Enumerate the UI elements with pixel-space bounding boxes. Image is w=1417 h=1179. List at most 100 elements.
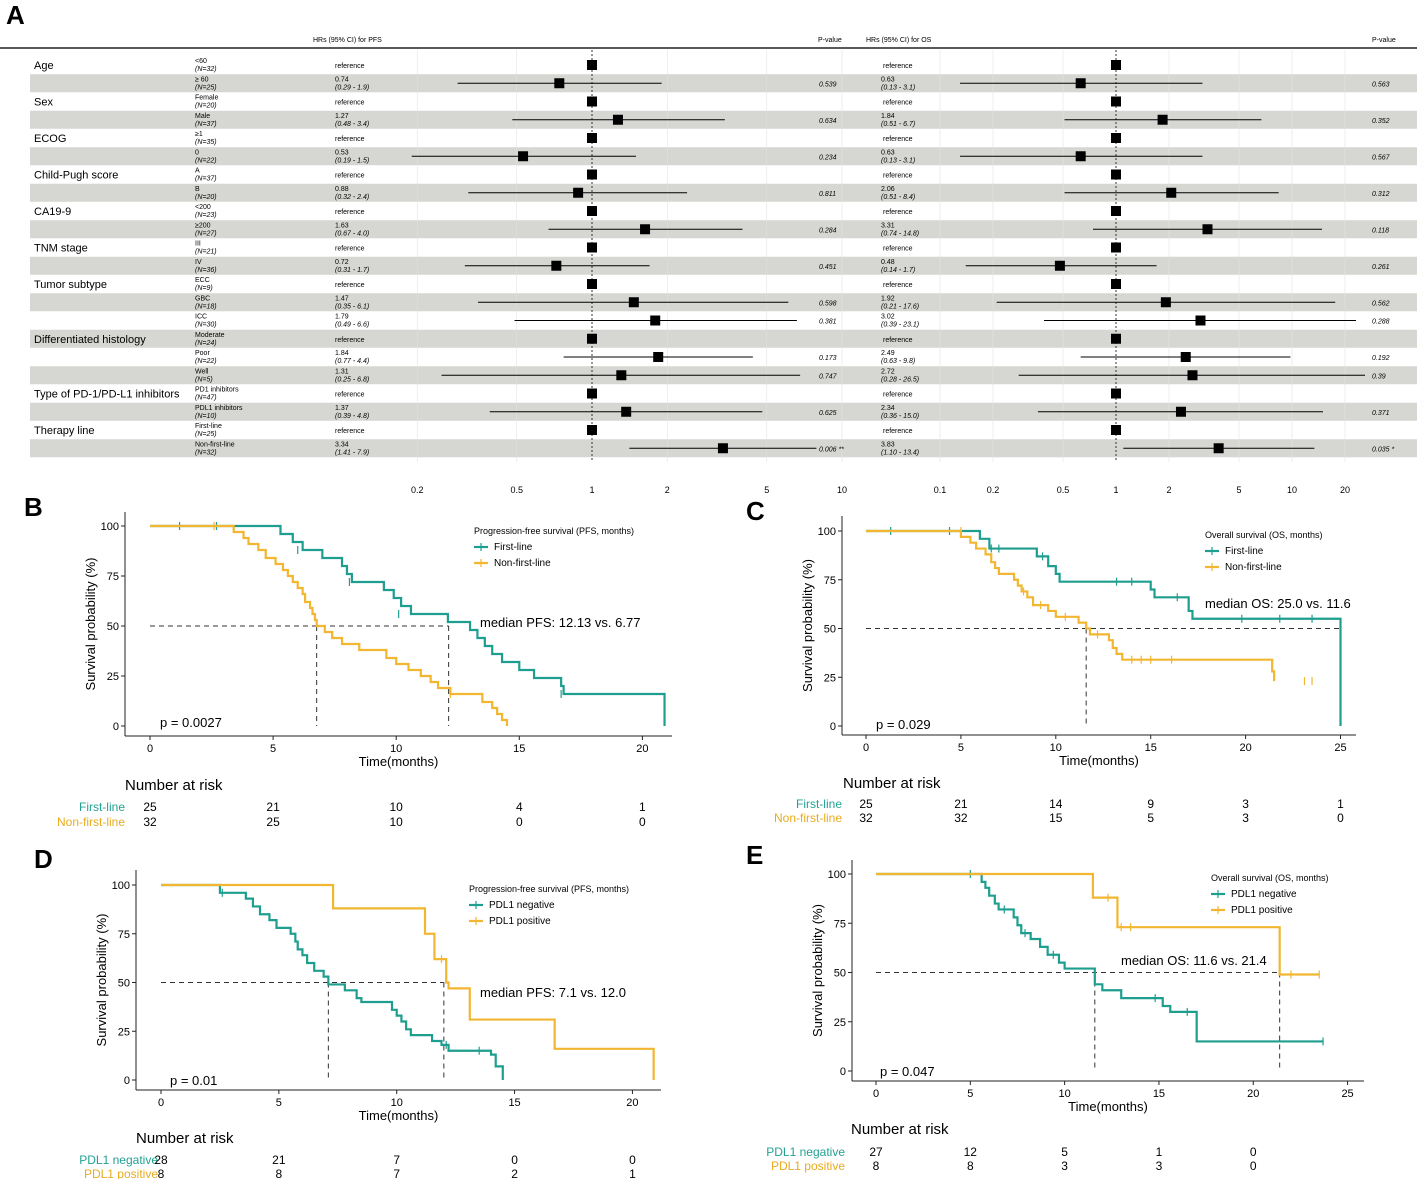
level-label: ≥200: [195, 222, 211, 229]
legend-entry: PDL1 negative: [1231, 889, 1297, 900]
level-label: IV: [195, 259, 202, 266]
pfs-hr-marker: [551, 260, 562, 271]
pfs-pvalue: 0.006 **: [819, 446, 844, 453]
pfs-pvalue: 0.284: [819, 227, 837, 234]
os-hr-text: reference: [883, 337, 913, 344]
os-hr-text: reference: [883, 392, 913, 399]
os-pvalue: 0.562: [1372, 300, 1390, 307]
risk-count: 8: [158, 1167, 165, 1179]
os-hr-text: reference: [883, 63, 913, 70]
pfs-hr-marker: [653, 352, 664, 362]
level-n: (N=18): [195, 303, 217, 310]
risk-count: 28: [154, 1153, 168, 1167]
os-hr-text: 1.92: [881, 295, 895, 302]
os-pvalue: 0.288: [1372, 319, 1390, 326]
risk-count: 0: [511, 1153, 518, 1167]
level-label: A: [195, 168, 200, 175]
x-tick-label: 15: [1145, 742, 1157, 754]
pfs-pvalue: 0.234: [819, 154, 837, 161]
pfs-pvalue: 0.598: [819, 300, 837, 307]
risk-table-title: Number at risk: [125, 777, 223, 794]
os-hr-marker: [1075, 151, 1086, 162]
y-tick-label: 75: [834, 918, 846, 930]
pfs-pvalue: 0.539: [819, 81, 837, 88]
x-tick-label: 15: [1153, 1088, 1165, 1100]
y-axis-label: Survival probability (%): [810, 904, 825, 1037]
y-tick-label: 25: [834, 1017, 846, 1029]
pfs-hr-marker: [587, 279, 597, 289]
level-n: (N=32): [195, 449, 217, 456]
y-tick-label: 0: [124, 1075, 130, 1087]
os-hr-text: 3.31: [881, 222, 895, 229]
risk-row-label: Non-first-line: [57, 815, 125, 829]
risk-count: 25: [266, 815, 280, 829]
pfs-hr-text: 3.34: [335, 441, 349, 448]
x-tick-label: 10: [390, 743, 402, 755]
risk-row-label: PDL1 negative: [766, 1145, 845, 1159]
os-hr-marker: [1111, 60, 1121, 70]
y-tick-label: 100: [101, 521, 119, 533]
y-tick-label: 100: [818, 526, 836, 538]
group-label: Age: [34, 60, 54, 72]
pfs-hr-text: 1.63: [335, 222, 349, 229]
median-annotation: median PFS: 7.1 vs. 12.0: [480, 985, 626, 1000]
legend-entry: Non-first-line: [1225, 562, 1282, 573]
group-label: TNM stage: [34, 243, 88, 255]
os-hr-marker: [1075, 78, 1086, 89]
y-tick-label: 50: [118, 978, 130, 990]
pfs-tick-label: 0.5: [510, 485, 523, 495]
x-tick-label: 10: [1059, 1088, 1071, 1100]
pfs-pvalue: 0.625: [819, 410, 837, 417]
level-n: (N=10): [195, 413, 217, 420]
pfs-hr-marker: [587, 425, 597, 435]
level-label: Moderate: [195, 332, 225, 339]
os-hr-text: 3.83: [881, 441, 895, 448]
level-n: (N=25): [195, 431, 217, 438]
y-axis-label: Survival probability (%): [800, 559, 815, 692]
os-pvalue: 0.118: [1372, 227, 1389, 234]
median-annotation: median OS: 25.0 vs. 11.6: [1205, 596, 1351, 611]
pfs-hr-text: reference: [335, 246, 365, 253]
risk-count: 21: [266, 800, 280, 814]
risk-count: 15: [1049, 811, 1063, 825]
risk-row-label: First-line: [79, 800, 125, 814]
risk-count: 32: [143, 815, 157, 829]
pfs-ci-text: (0.77 - 4.4): [335, 358, 369, 365]
km-curve: [161, 883, 504, 1080]
os-hr-text: 3.02: [881, 314, 895, 321]
pfs-hr-marker: [616, 370, 627, 381]
pfs-pvalue: 0.173: [819, 355, 837, 362]
pfs-hr-marker: [717, 443, 728, 454]
os-hr-marker: [1187, 370, 1198, 381]
risk-count: 32: [859, 811, 873, 825]
panel-label-a: A: [6, 0, 25, 30]
os-ci-text: (1.10 - 13.4): [881, 449, 919, 456]
forest-bands: [30, 74, 1417, 458]
os-hr-marker: [1166, 187, 1177, 198]
pfs-pvalue: 0.747: [819, 373, 838, 380]
risk-count: 25: [143, 800, 157, 814]
panel-label-c: C: [746, 496, 765, 526]
risk-count: 3: [1061, 1159, 1068, 1173]
pfs-pvalue-header: P-value: [818, 37, 842, 44]
group-label: Tumor subtype: [34, 279, 107, 291]
pfs-ci-text: (0.29 - 1.9): [335, 84, 369, 91]
pfs-hr-marker: [554, 78, 565, 89]
pfs-hr-marker: [587, 388, 597, 399]
os-ci-text: (0.74 - 14.8): [881, 230, 919, 237]
level-n: (N=9): [195, 285, 213, 292]
os-hr-marker: [1180, 352, 1191, 362]
risk-count: 21: [272, 1153, 286, 1167]
group-label: CA19-9: [34, 206, 71, 218]
pvalue-annotation: p = 0.0027: [160, 715, 222, 730]
pfs-hr-marker: [587, 242, 597, 253]
os-hr-text: reference: [883, 136, 913, 143]
os-ci-text: (0.13 - 3.1): [881, 84, 915, 91]
forest-axis: 0.2 0.5 1 2 5 10 0.1 0.2 0.5 1 2 5 10 20: [411, 485, 1350, 495]
level-label: <200: [195, 204, 211, 211]
legend-title: Progression-free survival (PFS, months): [469, 884, 629, 894]
os-pvalue-header: P-value: [1372, 37, 1396, 44]
pvalue-annotation: p = 0.047: [880, 1064, 935, 1079]
